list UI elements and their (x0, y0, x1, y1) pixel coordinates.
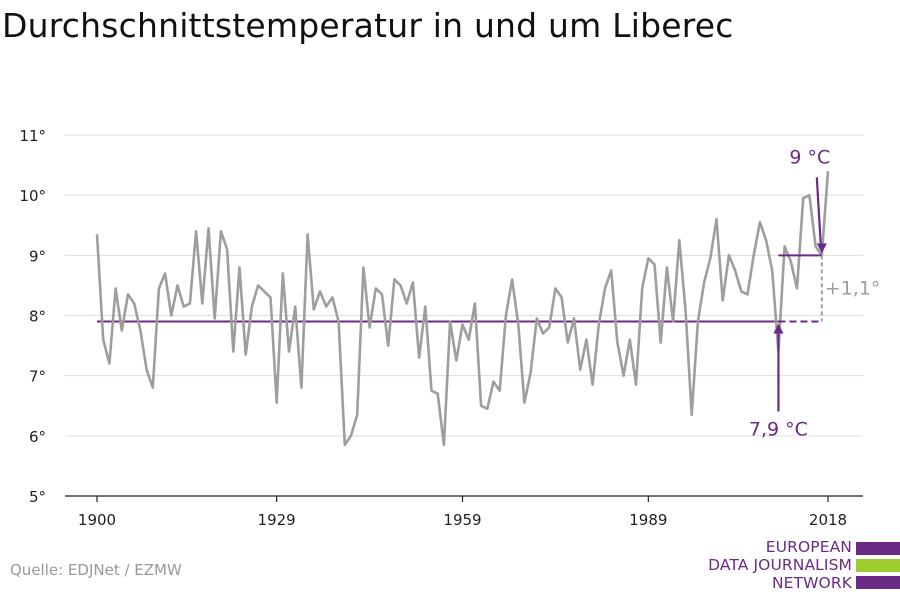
baseline-arrowhead (773, 323, 784, 334)
y-tick-label: 6° (29, 428, 46, 446)
y-tick-label: 11° (19, 127, 46, 145)
logo-line-european: EUROPEAN (765, 538, 852, 556)
temperature-series-line (95, 171, 830, 447)
plot-lines (95, 171, 830, 447)
logo-bar-top (856, 542, 900, 555)
y-tick-label: 8° (29, 308, 46, 326)
recent-arrow-shaft (815, 177, 822, 246)
baseline-label: 7,9 °C (749, 419, 808, 441)
chart-title: Durchschnittstemperatur in und um Libere… (2, 6, 734, 45)
y-tick-label: 10° (19, 187, 46, 205)
logo-bar-bottom (856, 576, 900, 589)
difference-label: +1,1° (825, 277, 881, 299)
x-tick-label: 1959 (443, 511, 481, 529)
source-note: Quelle: EDJNet / EZMW (10, 561, 182, 579)
logo-line-data-journalism: DATA JOURNALISM (708, 556, 852, 574)
edjnet-logo: EUROPEAN DATA JOURNALISM NETWORK (700, 538, 900, 594)
y-tick-label: 9° (29, 247, 46, 265)
y-axis: 5° 6° 7° 8° 9° 10° 11° (19, 127, 46, 506)
y-tick-label: 5° (29, 488, 46, 506)
logo-line-network: NETWORK (771, 574, 852, 592)
recent-label: 9 °C (789, 146, 830, 168)
x-tick-label: 1900 (78, 511, 116, 529)
x-axis: 1900 1929 1959 1989 2018 (65, 495, 863, 529)
x-tick-label: 1929 (258, 511, 296, 529)
gridlines (65, 134, 863, 437)
y-tick-label: 7° (29, 368, 46, 386)
annotations: +1,1° 7,9 °C 9 °C (749, 146, 881, 440)
x-tick-label: 1989 (629, 511, 667, 529)
x-tick-label: 2018 (809, 511, 847, 529)
logo-bar-middle (856, 559, 900, 572)
recent-arrowhead (816, 243, 827, 254)
